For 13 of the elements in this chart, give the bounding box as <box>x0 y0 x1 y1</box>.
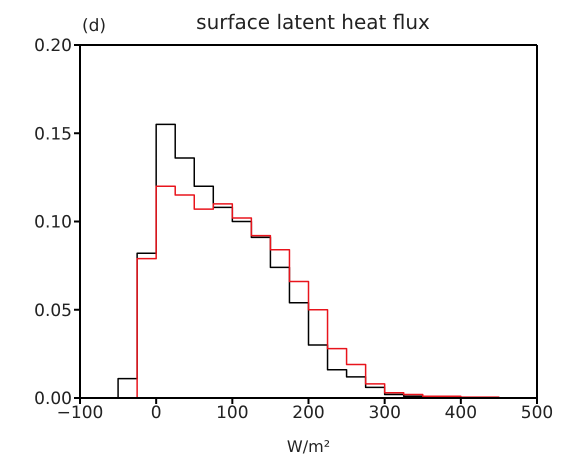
x-tick-label: 0 <box>150 403 162 424</box>
x-tick-label: 300 <box>368 403 401 424</box>
x-tick-label: 100 <box>216 403 249 424</box>
x-tick-label: 400 <box>444 403 478 424</box>
x-tick-label: 500 <box>520 403 554 424</box>
y-tick-label: 0.20 <box>34 36 72 56</box>
x-tick-label: 200 <box>292 403 325 424</box>
chart-title: surface latent heat flux <box>195 10 431 34</box>
y-tick-label: 0.10 <box>34 212 72 233</box>
y-tick-label: 0.15 <box>34 124 72 144</box>
x-axis-title: W/m² <box>286 437 330 456</box>
text: (d) <box>82 16 106 36</box>
y-tick-label: 0.05 <box>34 300 72 321</box>
